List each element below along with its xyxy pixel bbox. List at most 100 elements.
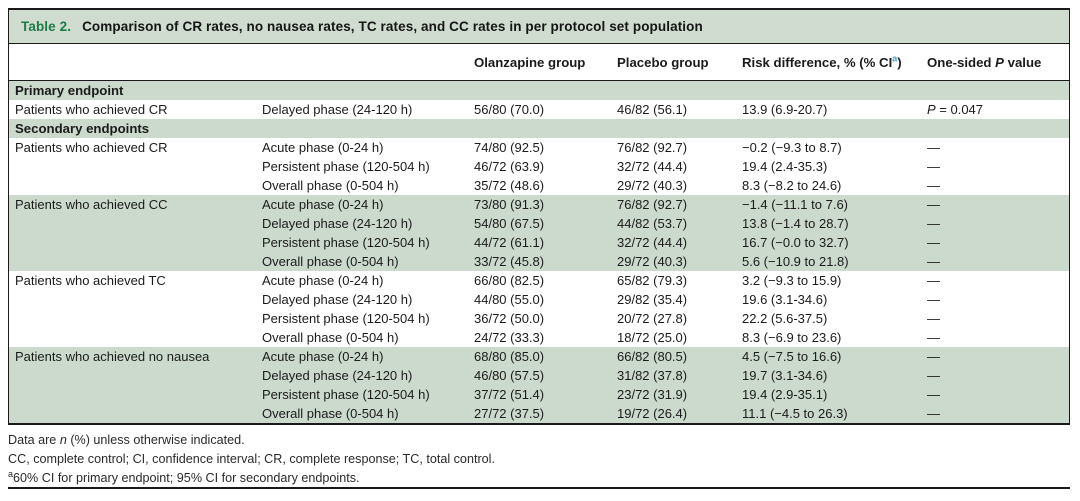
cell-placebo-value: 46/82 (56.1) xyxy=(617,102,688,117)
cell-olanzapine-value: 36/72 (50.0) xyxy=(474,311,545,326)
cell-phase: Persistent phase (120-504 h) xyxy=(262,387,430,402)
cell-placebo-value: 29/72 (40.3) xyxy=(617,178,688,193)
data-row: Delayed phase (24-120 h) 54/80 (67.5) 44/8… xyxy=(9,214,1069,233)
cell-risk-difference-value: 19.7 (3.1-34.6) xyxy=(742,368,828,383)
cell-endpoint: Patients who achieved CR xyxy=(15,140,168,155)
data-row: Delayed phase (24-120 h) 46/80 (57.5) 31/8… xyxy=(9,366,1069,385)
cell-olanzapine-value: 46/72 (63.9) xyxy=(474,159,545,174)
cell-risk-difference-value: 8.3 (−6.9 to 23.6) xyxy=(742,330,842,345)
cell-p-value: — xyxy=(927,406,940,421)
cell-endpoint: Patients who achieved TC xyxy=(15,273,166,288)
data-row: Overall phase (0-504 h) 27/72 (37.5) 19/72… xyxy=(9,404,1069,423)
cell-phase: Acute phase (0-24 h) xyxy=(262,349,384,364)
table-body: Primary endpoint Patients who achieved CR… xyxy=(9,81,1069,423)
cell-risk-difference-value: 19.4 (2.9-35.1) xyxy=(742,387,828,402)
footnote-line: CC, complete control; CI, confidence int… xyxy=(8,452,495,466)
section-header-row: Secondary endpoints xyxy=(9,119,1069,138)
cell-olanzapine-value: 35/72 (48.6) xyxy=(474,178,545,193)
cell-risk-difference-value: 16.7 (−0.0 to 32.7) xyxy=(742,235,849,250)
cell-placebo-value: 20/72 (27.8) xyxy=(617,311,688,326)
data-row: Patients who achieved no nausea Acute pha… xyxy=(9,347,1069,366)
cell-risk-difference-value: 3.2 (−9.3 to 15.9) xyxy=(742,273,842,288)
cell-p-value: — xyxy=(927,330,940,345)
data-row: Overall phase (0-504 h) 35/72 (48.6) 29/72… xyxy=(9,176,1069,195)
cell-placebo-value: 66/82 (80.5) xyxy=(617,349,688,364)
table-footnotes: Data are n (%) unless otherwise indicate… xyxy=(8,431,1070,488)
cell-p-value: — xyxy=(927,311,940,326)
cell-endpoint: Patients who achieved CC xyxy=(15,197,168,212)
bottom-rule xyxy=(8,487,1070,489)
cell-olanzapine-value: 37/72 (51.4) xyxy=(474,387,545,402)
cell-risk-difference-value: 19.6 (3.1-34.6) xyxy=(742,292,828,307)
data-row: Persistent phase (120-504 h) 46/72 (63.9)… xyxy=(9,157,1069,176)
table-number: Table 2. xyxy=(21,19,72,34)
cell-p-value: — xyxy=(927,216,940,231)
section-label: Primary endpoint xyxy=(15,83,124,98)
cell-p-value: — xyxy=(927,140,940,155)
cell-placebo-value: 19/72 (26.4) xyxy=(617,406,688,421)
cell-p-value: — xyxy=(927,235,940,250)
cell-p-value: — xyxy=(927,159,940,174)
cell-p-value: — xyxy=(927,178,940,193)
cell-risk-difference-value: 13.9 (6.9-20.7) xyxy=(742,102,828,117)
cell-phase: Overall phase (0-504 h) xyxy=(262,178,399,193)
cell-placebo-value: 31/82 (37.8) xyxy=(617,368,688,383)
cell-olanzapine-value: 44/80 (55.0) xyxy=(474,292,545,307)
cell-endpoint: Patients who achieved CR xyxy=(15,102,168,117)
cell-placebo-value: 29/82 (35.4) xyxy=(617,292,688,307)
cell-olanzapine-value: 44/72 (61.1) xyxy=(474,235,545,250)
cell-olanzapine-value: 46/80 (57.5) xyxy=(474,368,545,383)
cell-olanzapine-value: 66/80 (82.5) xyxy=(474,273,545,288)
cell-risk-difference-value: 22.2 (5.6-37.5) xyxy=(742,311,828,326)
cell-risk-difference-value: 19.4 (2.4-35.3) xyxy=(742,159,828,174)
cell-phase: Overall phase (0-504 h) xyxy=(262,406,399,421)
cell-olanzapine-value: 56/80 (70.0) xyxy=(474,102,545,117)
footnote-line: Data are n (%) unless otherwise indicate… xyxy=(8,433,245,447)
cell-phase: Delayed phase (24-120 h) xyxy=(262,368,413,383)
cell-p-value: — xyxy=(927,254,940,269)
cell-endpoint: Patients who achieved no nausea xyxy=(15,349,210,364)
cell-phase: Delayed phase (24-120 h) xyxy=(262,102,413,117)
cell-placebo-value: 76/82 (92.7) xyxy=(617,140,688,155)
col-p-value-header: One-sided P value xyxy=(927,54,1042,70)
data-row: Overall phase (0-504 h) 24/72 (33.3) 18/72… xyxy=(9,328,1069,347)
cell-risk-difference-value: 11.1 (−4.5 to 26.3) xyxy=(742,406,848,421)
cell-placebo-value: 32/72 (44.4) xyxy=(617,159,688,174)
cell-p-value: P = 0.047 xyxy=(927,102,984,117)
cell-olanzapine-value: 54/80 (67.5) xyxy=(474,216,545,231)
cell-placebo-value: 65/82 (79.3) xyxy=(617,273,688,288)
data-row: Persistent phase (120-504 h) 37/72 (51.4)… xyxy=(9,385,1069,404)
data-row: Patients who achieved CR Acute phase (0-2… xyxy=(9,138,1069,157)
data-row: Delayed phase (24-120 h) 44/80 (55.0) 29/8… xyxy=(9,290,1069,309)
cell-phase: Persistent phase (120-504 h) xyxy=(262,235,430,250)
cell-risk-difference-value: 4.5 (−7.5 to 16.6) xyxy=(742,349,842,364)
cell-phase: Delayed phase (24-120 h) xyxy=(262,292,413,307)
table-caption: Comparison of CR rates, no nausea rates,… xyxy=(82,19,703,34)
section-label: Secondary endpoints xyxy=(15,121,150,136)
table-title-bar: Table 2. Comparison of CR rates, no naus… xyxy=(9,10,1069,44)
cell-placebo-value: 29/72 (40.3) xyxy=(617,254,688,269)
cell-olanzapine-value: 68/80 (85.0) xyxy=(474,349,545,364)
cell-p-value: — xyxy=(927,273,940,288)
data-row: Persistent phase (120-504 h) 44/72 (61.1)… xyxy=(9,233,1069,252)
cell-phase: Overall phase (0-504 h) xyxy=(262,254,399,269)
cell-olanzapine-value: 33/72 (45.8) xyxy=(474,254,545,269)
cell-olanzapine-value: 74/80 (92.5) xyxy=(474,140,545,155)
cell-p-value: — xyxy=(927,387,940,402)
data-row: Patients who achieved CC Acute phase (0-2… xyxy=(9,195,1069,214)
cell-phase: Persistent phase (120-504 h) xyxy=(262,311,430,326)
data-row: Patients who achieved CR Delayed phase (2… xyxy=(9,100,1069,119)
cell-olanzapine-value: 27/72 (37.5) xyxy=(474,406,545,421)
cell-phase: Acute phase (0-24 h) xyxy=(262,273,384,288)
cell-p-value: — xyxy=(927,349,940,364)
cell-placebo-value: 44/82 (53.7) xyxy=(617,216,688,231)
col-risk-difference-header: Risk difference, % (% CIa) xyxy=(742,54,902,70)
cell-risk-difference-value: 13.8 (−1.4 to 28.7) xyxy=(742,216,849,231)
cell-placebo-value: 76/82 (92.7) xyxy=(617,197,688,212)
data-row: Patients who achieved TC Acute phase (0-2… xyxy=(9,271,1069,290)
cell-phase: Delayed phase (24-120 h) xyxy=(262,216,413,231)
section-header-row: Primary endpoint xyxy=(9,81,1069,100)
cell-placebo-value: 23/72 (31.9) xyxy=(617,387,688,402)
cell-p-value: — xyxy=(927,368,940,383)
cell-phase: Acute phase (0-24 h) xyxy=(262,140,384,155)
